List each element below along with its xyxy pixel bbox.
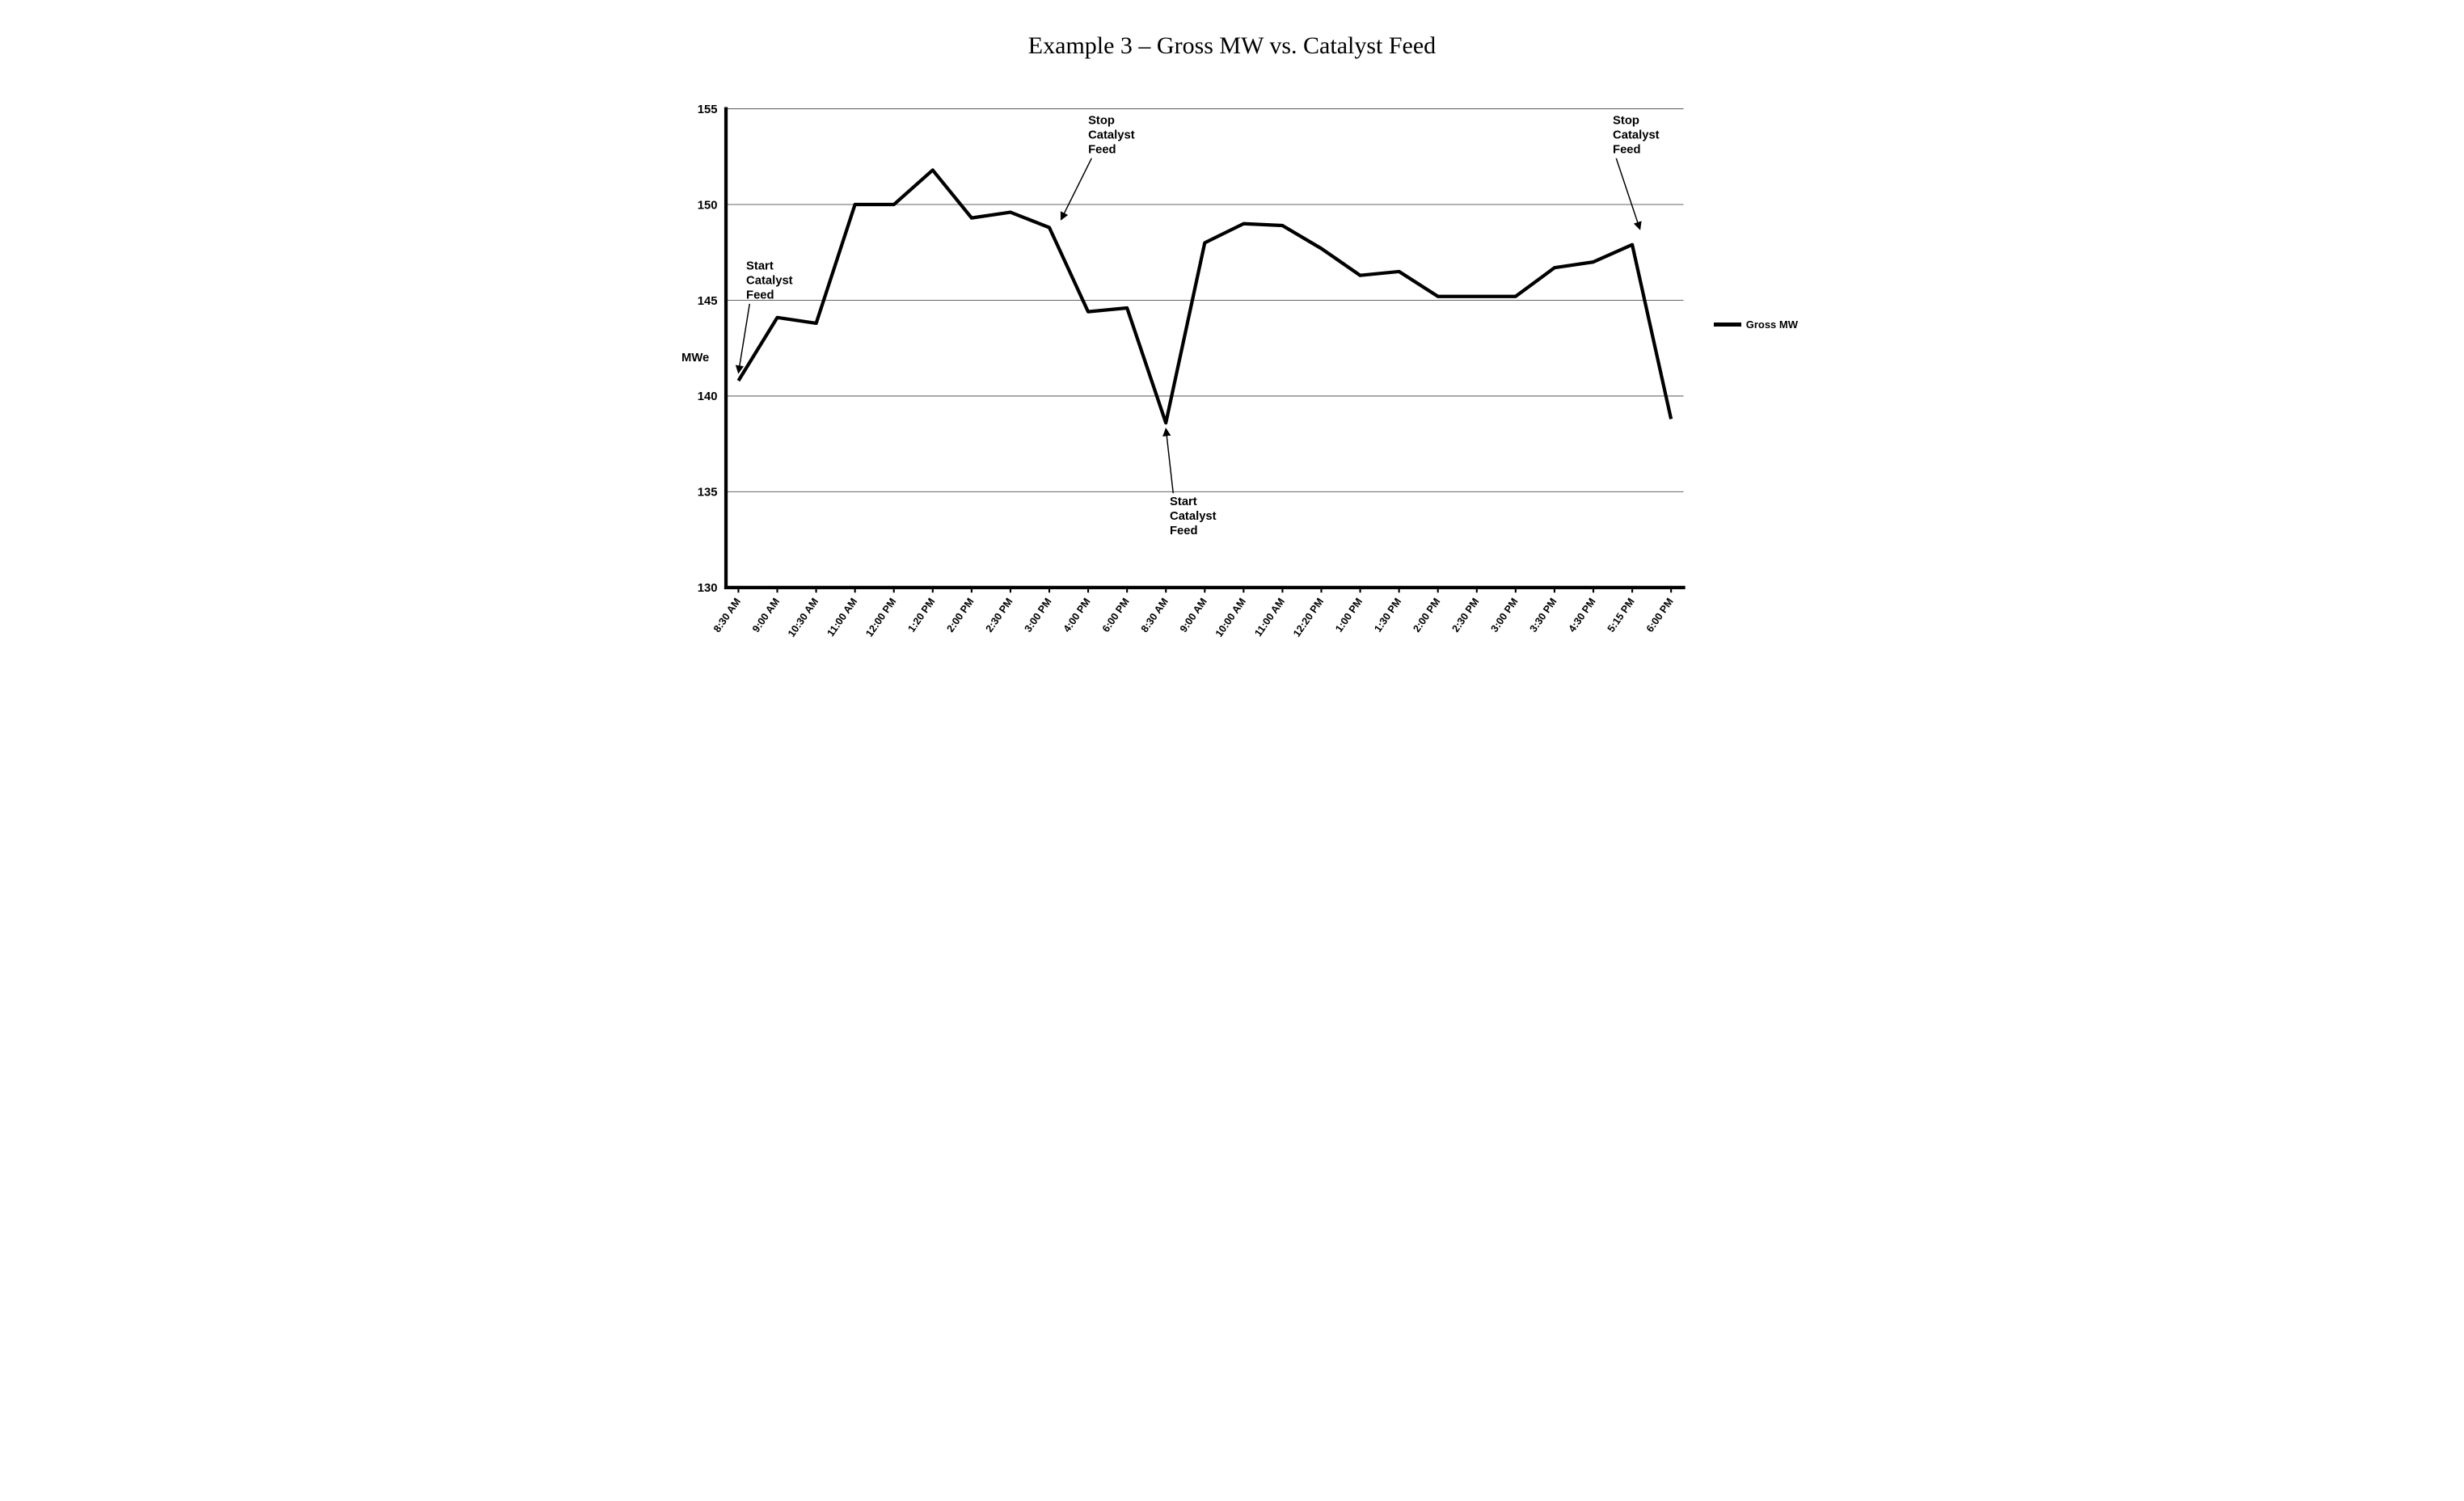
- svg-text:130: 130: [698, 582, 718, 595]
- svg-text:2:30 PM: 2:30 PM: [984, 596, 1015, 634]
- svg-text:Stop: Stop: [1088, 115, 1115, 128]
- svg-text:Feed: Feed: [1613, 143, 1641, 156]
- svg-text:3:30 PM: 3:30 PM: [1528, 596, 1559, 634]
- svg-text:150: 150: [698, 199, 718, 212]
- chart-container: Example 3 – Gross MW vs. Catalyst Feed 1…: [666, 32, 1798, 673]
- svg-text:155: 155: [698, 103, 718, 116]
- svg-text:8:30 AM: 8:30 AM: [1139, 596, 1171, 635]
- svg-text:4:30 PM: 4:30 PM: [1567, 596, 1598, 634]
- svg-text:5:15 PM: 5:15 PM: [1605, 596, 1637, 634]
- svg-text:140: 140: [698, 390, 718, 403]
- svg-text:4:00 PM: 4:00 PM: [1061, 596, 1093, 634]
- svg-text:1:20 PM: 1:20 PM: [905, 596, 937, 634]
- svg-text:6:00 PM: 6:00 PM: [1100, 596, 1132, 634]
- svg-text:Catalyst: Catalyst: [1088, 129, 1135, 142]
- legend-swatch: [1714, 323, 1741, 327]
- svg-text:1:30 PM: 1:30 PM: [1372, 596, 1403, 634]
- svg-text:3:00 PM: 3:00 PM: [1489, 596, 1521, 634]
- svg-text:Feed: Feed: [1170, 525, 1198, 538]
- svg-text:Stop: Stop: [1613, 115, 1639, 128]
- svg-text:Start: Start: [746, 260, 774, 273]
- svg-text:Catalyst: Catalyst: [1170, 510, 1217, 523]
- svg-text:9:00 AM: 9:00 AM: [750, 596, 782, 635]
- svg-text:8:30 AM: 8:30 AM: [711, 596, 743, 635]
- svg-text:11:00 AM: 11:00 AM: [1252, 596, 1287, 639]
- svg-text:11:00 AM: 11:00 AM: [825, 596, 860, 639]
- svg-text:Feed: Feed: [1088, 143, 1116, 156]
- svg-text:6:00 PM: 6:00 PM: [1644, 596, 1676, 634]
- chart-row: 130135140145150155MWe8:30 AM9:00 AM10:30…: [666, 100, 1798, 673]
- chart-area: 130135140145150155MWe8:30 AM9:00 AM10:30…: [666, 100, 1701, 673]
- chart-svg: 130135140145150155MWe8:30 AM9:00 AM10:30…: [666, 100, 1701, 673]
- svg-text:Start: Start: [1170, 495, 1197, 508]
- svg-text:10:30 AM: 10:30 AM: [786, 596, 821, 639]
- svg-text:Catalyst: Catalyst: [1613, 129, 1660, 142]
- svg-text:2:00 PM: 2:00 PM: [945, 596, 977, 634]
- svg-text:12:20 PM: 12:20 PM: [1291, 596, 1326, 639]
- svg-text:3:00 PM: 3:00 PM: [1023, 596, 1054, 634]
- svg-text:MWe: MWe: [681, 352, 709, 365]
- svg-text:Catalyst: Catalyst: [746, 275, 793, 288]
- svg-text:12:00 PM: 12:00 PM: [863, 596, 898, 639]
- svg-text:9:00 AM: 9:00 AM: [1178, 596, 1209, 635]
- legend-label: Gross MW: [1746, 318, 1798, 331]
- chart-title: Example 3 – Gross MW vs. Catalyst Feed: [666, 32, 1798, 60]
- svg-text:Feed: Feed: [746, 289, 774, 302]
- svg-text:135: 135: [698, 487, 718, 500]
- svg-text:10:00 AM: 10:00 AM: [1213, 596, 1248, 639]
- svg-text:1:00 PM: 1:00 PM: [1333, 596, 1365, 634]
- svg-text:2:30 PM: 2:30 PM: [1449, 596, 1481, 634]
- legend: Gross MW: [1714, 318, 1798, 331]
- svg-text:2:00 PM: 2:00 PM: [1411, 596, 1442, 634]
- svg-text:145: 145: [698, 295, 718, 308]
